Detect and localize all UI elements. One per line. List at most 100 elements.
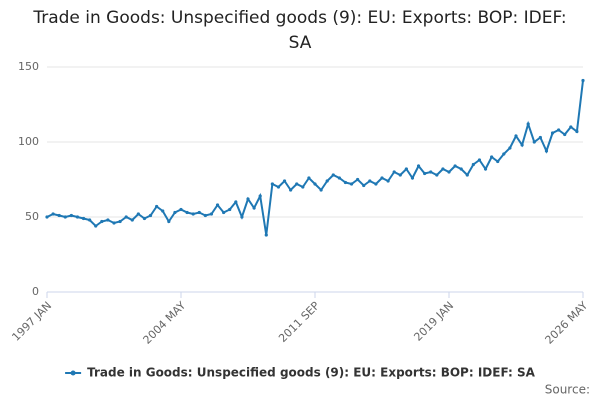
data-point (130, 218, 134, 222)
data-point (343, 180, 348, 185)
data-point (459, 167, 463, 171)
data-point (410, 176, 415, 180)
data-point (331, 173, 335, 177)
data-point (313, 182, 317, 186)
chart-title: Trade in Goods: Unspecified goods (9): E… (33, 8, 567, 53)
data-point (392, 170, 396, 174)
data-point (398, 173, 402, 177)
legend-marker (70, 370, 76, 376)
data-point (429, 170, 433, 174)
data-point (289, 188, 293, 192)
data-point (270, 182, 274, 186)
data-point (203, 213, 207, 218)
data-point (435, 173, 439, 177)
data-point (69, 213, 73, 218)
x-tick-label: 2019 JAN (411, 299, 456, 344)
data-point (81, 216, 86, 221)
data-point (63, 215, 67, 219)
series-line (46, 80, 584, 236)
data-point (569, 125, 573, 129)
data-point (520, 143, 524, 147)
data-point (544, 149, 549, 153)
data-point (246, 197, 250, 201)
data-point (222, 210, 226, 215)
data-point (477, 158, 482, 162)
data-point (167, 219, 171, 224)
data-point (380, 176, 384, 180)
data-point (161, 209, 165, 213)
data-point (307, 176, 311, 180)
data-point (112, 221, 116, 225)
data-point (550, 131, 555, 135)
data-point (209, 212, 214, 216)
y-tick-label: 150 (18, 60, 39, 73)
data-point (337, 176, 341, 180)
data-point (228, 207, 232, 212)
data-point (234, 200, 238, 204)
data-point (356, 177, 360, 182)
data-point (441, 167, 445, 171)
data-point (563, 132, 567, 137)
data-point (349, 182, 354, 186)
data-point (57, 213, 61, 218)
data-point (106, 218, 110, 222)
y-tick-label: 50 (25, 210, 39, 223)
data-point (185, 210, 189, 215)
data-point (118, 219, 122, 224)
data-point (490, 155, 494, 159)
data-point (173, 210, 177, 215)
data-point (215, 203, 220, 207)
x-tick-label: 2011 SEP (276, 299, 322, 345)
data-point (374, 182, 378, 186)
data-point (483, 167, 488, 171)
data-point (496, 159, 500, 164)
x-tick-label: 2026 MAY (543, 299, 591, 347)
data-point (325, 179, 329, 183)
y-tick-label: 0 (32, 285, 39, 298)
data-point (404, 167, 408, 171)
data-point (88, 218, 92, 222)
data-point (51, 212, 55, 216)
data-point (136, 212, 140, 216)
data-point (295, 182, 299, 186)
data-point (124, 215, 128, 219)
x-tick-label: 2004 MAY (141, 299, 189, 347)
data-point (276, 185, 281, 189)
data-point (386, 179, 390, 183)
data-point (514, 134, 518, 138)
data-point (252, 206, 256, 210)
y-tick-label: 100 (18, 135, 39, 148)
data-point (75, 215, 80, 219)
data-point (532, 140, 536, 144)
data-point (142, 216, 147, 221)
data-point (100, 219, 104, 224)
data-point (557, 128, 561, 132)
data-point (581, 78, 585, 83)
data-point (148, 213, 153, 218)
data-point (538, 135, 542, 140)
data-point (471, 162, 475, 167)
data-point (416, 164, 421, 168)
data-point (282, 179, 287, 183)
data-point (575, 129, 579, 134)
data-point (423, 171, 427, 176)
data-point (179, 207, 183, 212)
data-point (264, 233, 268, 237)
data-point (362, 183, 366, 188)
data-point (453, 164, 457, 168)
source: Source: (545, 383, 590, 397)
data-point (502, 152, 506, 156)
data-point (447, 170, 451, 174)
data-point (526, 122, 530, 126)
data-point (45, 215, 49, 219)
x-tick-label: 1997 JAN (9, 299, 54, 344)
data-point (258, 194, 262, 198)
data-point (94, 224, 98, 228)
data-point (155, 204, 159, 209)
data-point (319, 188, 323, 192)
data-point (197, 210, 201, 215)
data-point (465, 173, 469, 177)
legend-label: Trade in Goods: Unspecified goods (9): E… (87, 366, 536, 380)
